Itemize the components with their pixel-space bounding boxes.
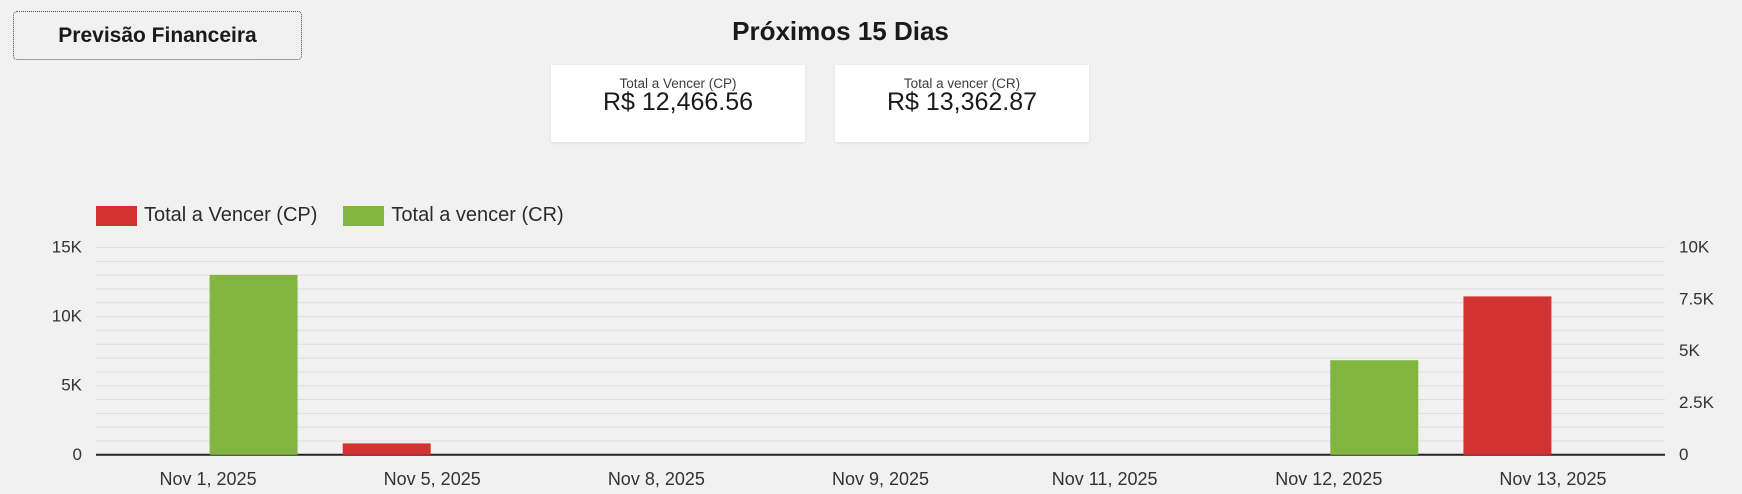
svg-text:Nov 5, 2025: Nov 5, 2025 bbox=[384, 469, 481, 489]
svg-text:10K: 10K bbox=[1679, 238, 1710, 257]
svg-text:7.5K: 7.5K bbox=[1679, 289, 1715, 308]
svg-text:Nov 1, 2025: Nov 1, 2025 bbox=[160, 469, 257, 489]
svg-text:Nov 8, 2025: Nov 8, 2025 bbox=[608, 469, 705, 489]
svg-text:10K: 10K bbox=[52, 307, 83, 326]
svg-text:2.5K: 2.5K bbox=[1679, 393, 1715, 412]
svg-text:Nov 13, 2025: Nov 13, 2025 bbox=[1499, 469, 1606, 489]
svg-text:Nov 12, 2025: Nov 12, 2025 bbox=[1275, 469, 1382, 489]
svg-text:0: 0 bbox=[1679, 445, 1688, 464]
svg-text:0: 0 bbox=[73, 445, 82, 464]
svg-text:Nov 9, 2025: Nov 9, 2025 bbox=[832, 469, 929, 489]
svg-text:5K: 5K bbox=[61, 376, 82, 395]
svg-text:15K: 15K bbox=[52, 238, 83, 257]
svg-text:5K: 5K bbox=[1679, 341, 1700, 360]
svg-text:Nov 11, 2025: Nov 11, 2025 bbox=[1052, 469, 1158, 489]
